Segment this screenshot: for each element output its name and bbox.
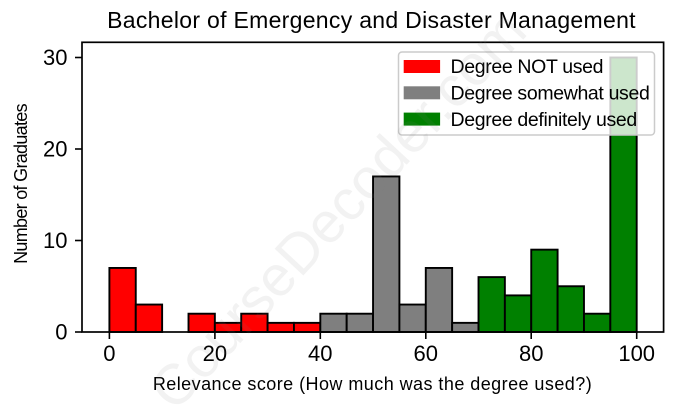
svg-text:Relevance score (How much was: Relevance score (How much was the degree… [153, 374, 592, 394]
svg-text:30: 30 [43, 45, 67, 70]
svg-text:10: 10 [43, 228, 67, 253]
svg-text:60: 60 [414, 341, 438, 366]
svg-text:Degree NOT used: Degree NOT used [451, 56, 604, 78]
svg-text:20: 20 [203, 341, 227, 366]
svg-text:20: 20 [43, 137, 67, 162]
svg-text:80: 80 [519, 341, 543, 366]
svg-text:100: 100 [618, 341, 655, 366]
svg-text:0: 0 [55, 320, 67, 345]
svg-text:0: 0 [103, 341, 115, 366]
svg-text:Degree definitely used: Degree definitely used [451, 109, 637, 131]
svg-text:Bachelor of Emergency and Disa: Bachelor of Emergency and Disaster Manag… [107, 7, 636, 33]
svg-text:CourseDecoder.com: CourseDecoder.com [138, 0, 539, 408]
svg-text:Number of Graduates: Number of Graduates [11, 103, 31, 263]
svg-text:40: 40 [308, 341, 332, 366]
svg-text:Degree somewhat used: Degree somewhat used [451, 83, 650, 105]
